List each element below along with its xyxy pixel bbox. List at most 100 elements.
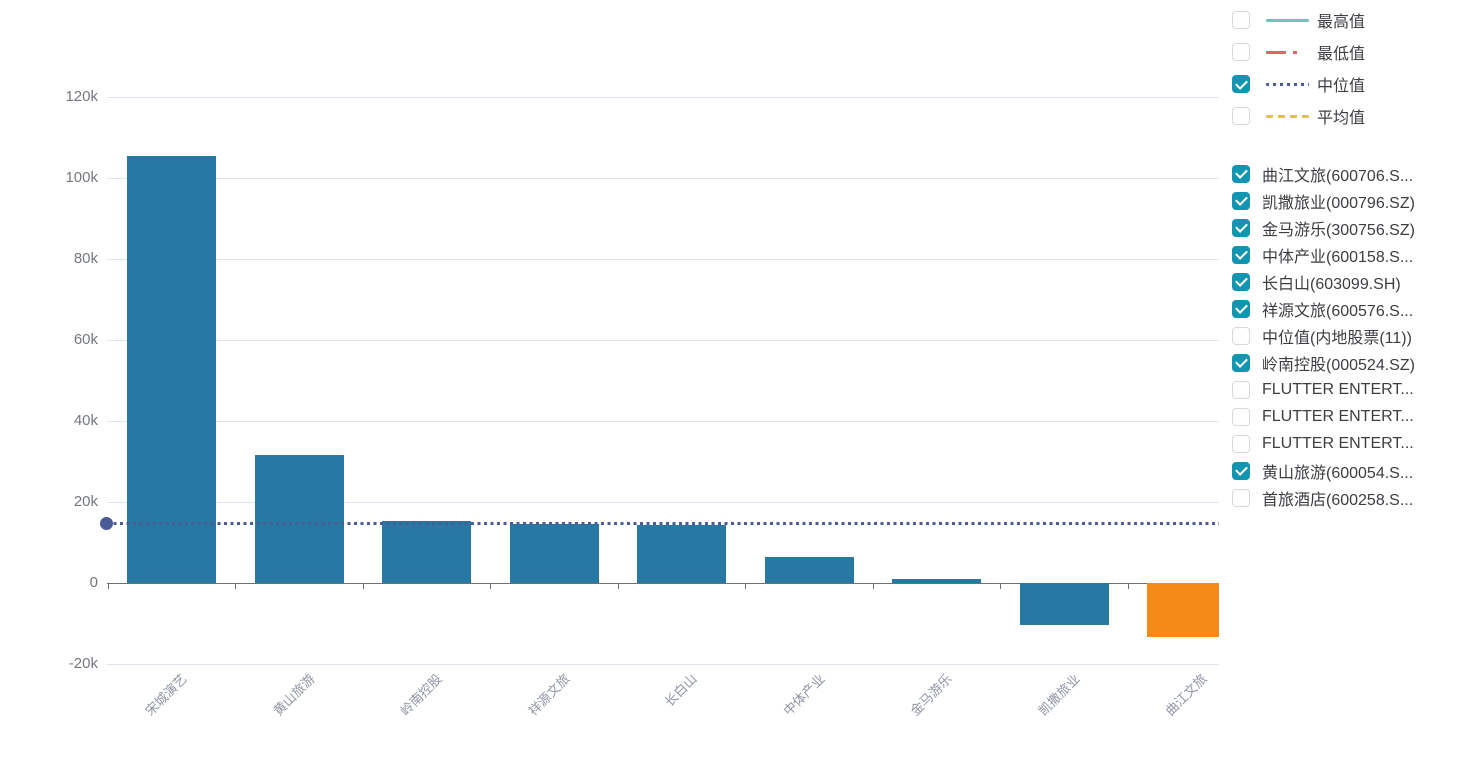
y-axis-tick-label: 60k: [73, 331, 98, 348]
checkbox-checked[interactable]: [1232, 461, 1250, 480]
legend-series-item-11[interactable]: FLUTTER ENTERT...: [1232, 430, 1415, 457]
legend-series-item-9[interactable]: FLUTTER ENTERT...: [1232, 376, 1415, 403]
legend-series-item-2[interactable]: 凯撒旅业(000796.SZ): [1232, 187, 1415, 214]
x-axis-label: 宋城演艺: [142, 671, 191, 719]
checkbox[interactable]: [1232, 488, 1250, 507]
y-axis-tick-label: 100k: [65, 169, 98, 186]
legend-line-icon: [1266, 82, 1309, 86]
checkmark-icon: [1234, 301, 1248, 314]
bar-9[interactable]: [1147, 583, 1219, 637]
x-axis-tick: [1127, 583, 1129, 589]
bar-6[interactable]: [764, 557, 854, 583]
gridline: [107, 177, 1219, 179]
legend-series-item-3[interactable]: 金马游乐(300756.SZ): [1232, 214, 1415, 241]
checkbox-checked[interactable]: [1232, 191, 1250, 210]
legend-series-item-5[interactable]: 长白山(603099.SH): [1232, 268, 1415, 295]
legend-item-label: 长白山(603099.SH): [1262, 275, 1401, 293]
checkbox-checked[interactable]: [1232, 164, 1250, 183]
checkbox[interactable]: [1232, 107, 1250, 125]
bar-7[interactable]: [892, 578, 981, 583]
checkbox-checked[interactable]: [1232, 75, 1250, 93]
y-axis-tick-label: 20k: [73, 493, 98, 510]
legend-series-item-10[interactable]: FLUTTER ENTERT...: [1232, 403, 1415, 430]
legend-series-item-8[interactable]: 岭南控股(000524.SZ): [1232, 349, 1415, 376]
bar-5[interactable]: [637, 524, 726, 583]
x-axis-tick: [1000, 583, 1002, 589]
legend-series-item-6[interactable]: 祥源文旅(600576.S...: [1232, 295, 1415, 322]
legend-line-icon: [1266, 50, 1309, 54]
checkbox[interactable]: [1232, 407, 1250, 426]
checkmark-icon: [1234, 247, 1248, 260]
legend-stat-item-3[interactable]: 中位值: [1232, 68, 1365, 100]
x-axis-label: 曲江文旅: [1162, 671, 1211, 719]
x-axis-tick: [107, 583, 109, 589]
gridline: [107, 96, 1219, 98]
y-axis-tick-label: 120k: [65, 88, 98, 105]
legend-series-list: 曲江文旅(600706.S... 凯撒旅业(000796.SZ) 金马游乐(3007…: [1232, 160, 1415, 511]
legend-series-item-1[interactable]: 曲江文旅(600706.S...: [1232, 160, 1415, 187]
x-axis-label: 岭南控股: [397, 671, 446, 719]
checkmark-icon: [1234, 76, 1248, 90]
x-axis-tick: [235, 583, 237, 589]
x-axis-tick: [362, 583, 364, 589]
x-axis-tick: [872, 583, 874, 589]
checkmark-icon: [1234, 463, 1248, 476]
legend-series-item-13[interactable]: 首旅酒店(600258.S...: [1232, 484, 1415, 511]
checkbox-checked[interactable]: [1232, 299, 1250, 318]
gridline: [107, 663, 1219, 665]
legend-stat-item-2[interactable]: 最低值: [1232, 36, 1365, 68]
checkbox-checked[interactable]: [1232, 245, 1250, 264]
y-axis-tick-label: 80k: [73, 250, 98, 267]
y-axis-tick-label: 40k: [73, 412, 98, 429]
x-axis-tick: [490, 583, 492, 589]
bar-1[interactable]: [127, 155, 216, 583]
checkbox-checked[interactable]: [1232, 218, 1250, 237]
x-axis-label: 金马游乐: [907, 671, 956, 719]
legend-item-label: 最低值: [1317, 46, 1366, 63]
bar-3[interactable]: [382, 521, 471, 583]
legend-series-item-12[interactable]: 黄山旅游(600054.S...: [1232, 457, 1415, 484]
x-axis-tick: [745, 583, 747, 589]
x-axis-label: 中体产业: [780, 671, 828, 719]
gridline: [107, 582, 1219, 584]
legend-stat-item-4[interactable]: 平均值: [1232, 100, 1365, 132]
checkbox-checked[interactable]: [1232, 353, 1250, 372]
bar-4[interactable]: [509, 524, 599, 583]
legend-stat-item-1[interactable]: 最高值: [1232, 4, 1365, 36]
checkbox[interactable]: [1232, 11, 1250, 29]
legend-item-label: FLUTTER ENTERT...: [1262, 407, 1414, 425]
median-line: [107, 522, 1219, 526]
legend-item-label: 岭南控股(000524.SZ): [1262, 356, 1415, 374]
legend-item-label: 最高值: [1317, 14, 1366, 31]
legend-item-label: 中体产业(600158.S...: [1262, 248, 1414, 266]
legend-item-label: 凯撒旅业(000796.SZ): [1262, 194, 1415, 212]
checkbox[interactable]: [1232, 326, 1250, 345]
checkmark-icon: [1234, 166, 1248, 179]
checkbox[interactable]: [1232, 380, 1250, 399]
legend-item-label: FLUTTER ENTERT...: [1262, 434, 1414, 452]
legend-series-item-7[interactable]: 中位值(内地股票(11)): [1232, 322, 1415, 349]
checkbox-checked[interactable]: [1232, 272, 1250, 291]
checkmark-icon: [1234, 193, 1248, 206]
plot-area: 120k 100k 80k 60k 40k 20k 0 -20k 宋城演艺 黄山旅游 岭南控股 祥源文…: [65, 88, 1219, 719]
checkmark-icon: [1234, 274, 1248, 287]
x-axis-label: 黄山旅游: [270, 671, 318, 719]
legend-item-label: 中位值: [1317, 78, 1366, 95]
median-line-start-dot: [100, 517, 113, 531]
y-axis-tick-label: -20k: [68, 655, 98, 672]
x-axis-label: 长白山: [662, 671, 701, 710]
legend-item-label: 金马游乐(300756.SZ): [1262, 221, 1415, 239]
checkmark-icon: [1234, 355, 1248, 368]
gridline: [107, 339, 1219, 341]
legend-item-label: 中位值(内地股票(11)): [1262, 329, 1412, 347]
bar-2[interactable]: [254, 455, 344, 583]
legend-series-item-4[interactable]: 中体产业(600158.S...: [1232, 241, 1415, 268]
bar-8[interactable]: [1019, 583, 1109, 625]
x-axis-label: 凯撒旅业: [1035, 671, 1083, 719]
x-axis-label: 祥源文旅: [525, 671, 573, 719]
checkbox[interactable]: [1232, 434, 1250, 453]
checkbox[interactable]: [1232, 43, 1250, 61]
legend-line-icon: [1266, 18, 1309, 22]
legend-item-label: 曲江文旅(600706.S...: [1262, 167, 1414, 185]
